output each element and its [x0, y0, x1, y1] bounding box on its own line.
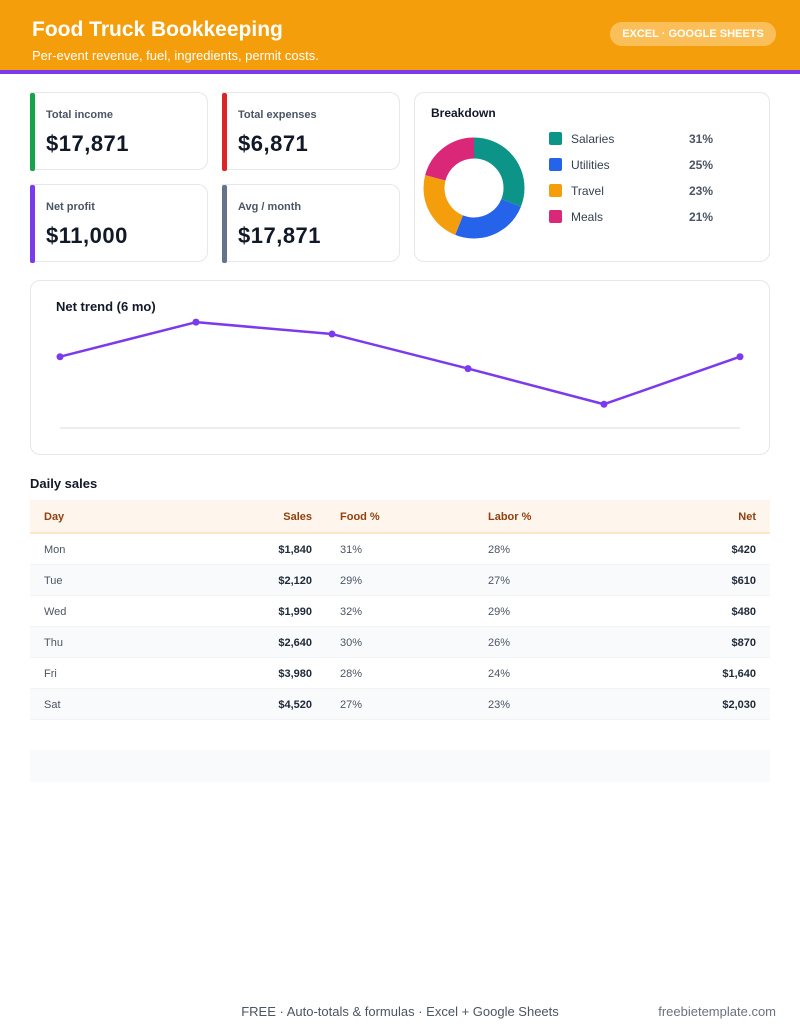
format-badge: EXCEL · GOOGLE SHEETS — [610, 22, 776, 46]
legend-label: Meals — [571, 210, 604, 224]
cell-labor-pct: 27% — [488, 575, 511, 587]
kpi-label: Total expenses — [238, 109, 317, 121]
cell-net: $480 — [731, 606, 756, 618]
kpi-value: $17,871 — [46, 131, 130, 156]
footer-features: FREE · Auto-totals & formulas · Excel + … — [241, 1004, 559, 1019]
cell-food-pct: 32% — [340, 606, 363, 618]
breakdown-title: Breakdown — [431, 106, 496, 120]
table-row: Sat $4,520 27% 23% $2,030 — [30, 689, 770, 720]
cell-day: Wed — [44, 606, 67, 618]
kpi-value: $11,000 — [46, 223, 128, 248]
legend-percent: 21% — [689, 210, 714, 224]
kpi-card-total-expenses: Total expenses $6,871 — [222, 92, 400, 171]
legend-label: Travel — [571, 184, 604, 198]
legend-swatch — [549, 184, 562, 197]
header-accent-rule — [0, 70, 800, 74]
cell-net: $1,640 — [722, 668, 756, 680]
column-header-food: Food % — [340, 511, 380, 523]
cell-labor-pct: 23% — [488, 699, 511, 711]
cell-food-pct: 27% — [340, 699, 363, 711]
kpi-accent-bar — [30, 93, 35, 171]
table-row: Wed $1,990 32% 29% $480 — [30, 596, 770, 627]
legend-percent: 25% — [689, 158, 714, 172]
cell-labor-pct: 29% — [488, 606, 511, 618]
chart-title: Net trend (6 mo) — [56, 299, 156, 314]
donut-slice-meals — [423, 137, 525, 239]
footer-site-link[interactable]: freebietemplate.com — [658, 1004, 776, 1019]
trend-point — [600, 400, 608, 408]
cell-labor-pct: 24% — [488, 668, 511, 680]
trend-point — [56, 353, 64, 361]
trend-point — [464, 365, 472, 373]
net-trend-line-chart — [56, 318, 744, 429]
table-header-row: Day Sales Food % Labor % Net — [30, 500, 770, 534]
cell-food-pct: 29% — [340, 575, 363, 587]
column-header-labor: Labor % — [488, 511, 532, 523]
column-header-net: Net — [738, 511, 756, 523]
trend-point — [328, 330, 336, 338]
legend-item-utilities: Utilities 25% — [549, 157, 749, 173]
legend-percent: 31% — [689, 132, 714, 146]
kpi-value: $6,871 — [238, 131, 309, 156]
kpi-card-total-income: Total income $17,871 — [30, 92, 208, 171]
cell-day: Mon — [44, 544, 66, 556]
cell-day: Thu — [44, 637, 63, 649]
legend-percent: 23% — [689, 184, 714, 198]
trend-point — [736, 353, 744, 361]
legend-swatch — [549, 132, 562, 145]
cell-net: $870 — [731, 637, 756, 649]
legend-label: Salaries — [571, 132, 615, 146]
cell-sales: $2,640 — [278, 637, 312, 649]
kpi-label: Avg / month — [238, 201, 302, 213]
legend-swatch — [549, 210, 562, 223]
cell-sales: $1,990 — [278, 606, 312, 618]
legend-item-travel: Travel 23% — [549, 183, 749, 199]
kpi-label: Net profit — [46, 201, 95, 213]
table-row: Tue $2,120 29% 27% $610 — [30, 565, 770, 596]
cell-net: $2,030 — [722, 699, 756, 711]
breakdown-donut-chart — [423, 137, 525, 239]
legend-item-meals: Meals 21% — [549, 209, 749, 225]
cell-sales: $1,840 — [278, 544, 312, 556]
kpi-accent-bar — [222, 185, 227, 263]
column-header-sales: Sales — [283, 511, 312, 523]
legend-label: Utilities — [571, 158, 610, 172]
kpi-card-net-profit: Net profit $11,000 — [30, 184, 208, 263]
table-row: Fri $3,980 28% 24% $1,640 — [30, 658, 770, 689]
kpi-card-avg-month: Avg / month $17,871 — [222, 184, 400, 263]
daily-sales-table: Day Sales Food % Labor % Net Mon $1,840 … — [30, 500, 770, 720]
cell-sales: $2,120 — [278, 575, 312, 587]
column-header-day: Day — [44, 511, 65, 523]
cell-food-pct: 31% — [340, 544, 363, 556]
table-title: Daily sales — [30, 476, 98, 491]
kpi-label: Total income — [46, 109, 114, 121]
cell-sales: $3,980 — [278, 668, 312, 680]
table-row: Thu $2,640 30% 26% $870 — [30, 627, 770, 658]
cell-day: Sat — [44, 699, 61, 711]
cell-day: Tue — [44, 575, 63, 587]
trend-point — [192, 318, 200, 326]
cell-food-pct: 28% — [340, 668, 363, 680]
donut-slice-travel — [423, 137, 525, 239]
cell-day: Fri — [44, 668, 57, 680]
trend-series-line — [59, 320, 741, 406]
cell-labor-pct: 28% — [488, 544, 511, 556]
net-trend-card: Net trend (6 mo) — [30, 280, 770, 455]
page-subtitle: Per-event revenue, fuel, ingredients, pe… — [32, 48, 319, 63]
page-title: Food Truck Bookkeeping — [32, 18, 283, 41]
table-row: Mon $1,840 31% 28% $420 — [30, 534, 770, 565]
kpi-accent-bar — [30, 185, 35, 263]
kpi-accent-bar — [222, 93, 227, 171]
cell-net: $420 — [731, 544, 756, 556]
cell-food-pct: 30% — [340, 637, 363, 649]
cell-labor-pct: 26% — [488, 637, 511, 649]
legend-swatch — [549, 158, 562, 171]
legend-item-salaries: Salaries 31% — [549, 131, 749, 147]
breakdown-card: Breakdown Salaries 31% Utilities 25% Tra… — [414, 92, 770, 262]
donut-slice-utilities — [423, 137, 525, 239]
cell-net: $610 — [731, 575, 756, 587]
kpi-value: $17,871 — [238, 223, 322, 248]
cell-sales: $4,520 — [278, 699, 312, 711]
empty-table-row — [30, 750, 770, 782]
